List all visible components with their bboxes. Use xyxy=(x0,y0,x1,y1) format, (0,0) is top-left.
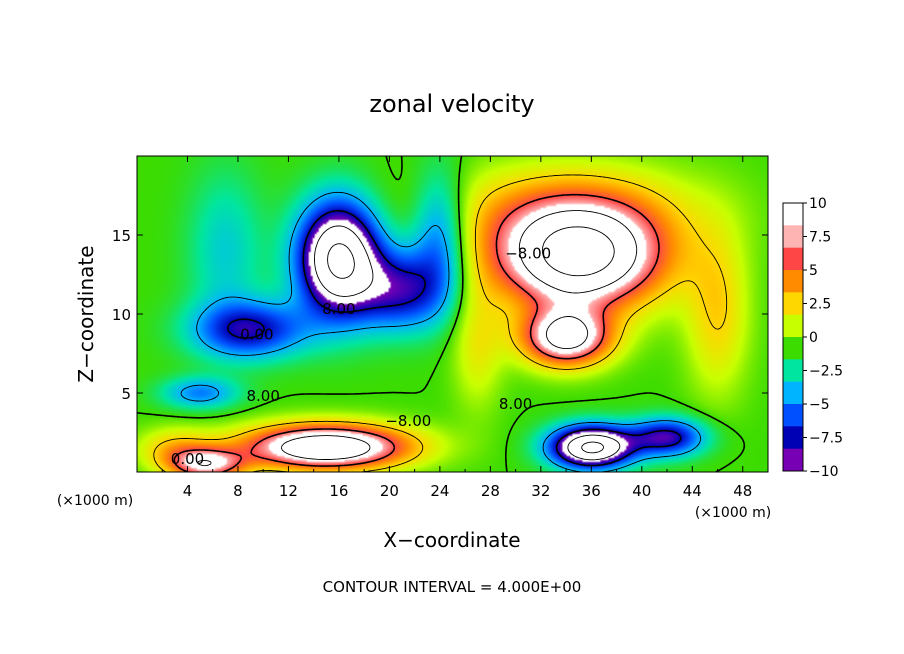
contour-level xyxy=(173,193,660,472)
colorbar-band xyxy=(783,359,803,383)
y-tick-label: 15 xyxy=(112,227,131,245)
contour-label: −8.00 xyxy=(385,412,431,430)
x-tick-label: 12 xyxy=(279,482,298,500)
colorbar-band xyxy=(783,426,803,450)
colorbar-band xyxy=(783,270,803,293)
x-tick-label: 40 xyxy=(632,482,651,500)
y-tick-label: 5 xyxy=(121,385,131,403)
contour-interval-note: CONTOUR INTERVAL = 4.000E+00 xyxy=(323,578,582,596)
contour-level xyxy=(541,226,615,277)
y-axis-label: Z−coordinate xyxy=(74,245,98,382)
contour-level xyxy=(197,210,638,467)
colorbar-band xyxy=(783,337,803,360)
x-tick-label: 16 xyxy=(329,482,348,500)
contour-label: 0.00 xyxy=(240,325,273,343)
x-tick-label: 44 xyxy=(683,482,702,500)
x-tick-label: 24 xyxy=(430,482,449,500)
colorbar-band xyxy=(783,448,803,472)
colorbar-tick-label: −10 xyxy=(809,464,839,480)
colorbar-band xyxy=(783,203,803,226)
x-tick-label: 4 xyxy=(183,482,193,500)
contour-label: −8.00 xyxy=(505,245,551,263)
x-tick-label: 32 xyxy=(531,482,550,500)
contour-level xyxy=(327,243,605,454)
heatmap-image xyxy=(137,156,768,472)
colorbar-band xyxy=(783,292,803,316)
chart-title: zonal velocity xyxy=(369,90,534,118)
contour-label: 8.00 xyxy=(499,395,532,413)
x-tick-label: 36 xyxy=(582,482,601,500)
x-units-label: (×1000 m) xyxy=(695,505,771,521)
colorbar-band xyxy=(783,247,803,271)
contour-level xyxy=(137,156,746,472)
x-axis: 4 8 12 16 20 24 28 32 36 40 44 48 xyxy=(161,156,752,500)
colorbar-band xyxy=(783,314,803,338)
x-tick-label: 8 xyxy=(233,482,243,500)
contour-level xyxy=(153,174,728,472)
contour-label: 8.00 xyxy=(246,387,279,405)
contour-level xyxy=(314,225,621,461)
x-tick-label: 20 xyxy=(380,482,399,500)
colorbar-tick-label: 2.5 xyxy=(809,297,831,313)
colorbar-tick-label: −5 xyxy=(809,397,830,413)
y-tick-label: 10 xyxy=(112,306,131,324)
colorbar-tick-label: 0 xyxy=(809,330,818,346)
contour-labels: 8.00 −8.00 0.00 8.00 0.00 8.00 −8.00 xyxy=(171,245,551,468)
contour-level xyxy=(180,191,702,472)
x-tick-label: 28 xyxy=(481,482,500,500)
colorbar-tick-label: −2.5 xyxy=(809,364,843,380)
x-axis-label: X−coordinate xyxy=(383,528,520,552)
y-axis: 5 10 15 xyxy=(112,227,768,403)
z-units-label: (×1000 m) xyxy=(57,493,133,509)
colorbar-tick-label: 7.5 xyxy=(809,230,831,246)
contour-lines xyxy=(137,156,746,472)
colorbar-band xyxy=(783,404,803,427)
colorbar-tick-label: −7.5 xyxy=(809,431,843,447)
colorbar-tick-label: 10 xyxy=(809,196,827,212)
colorbar: 10 7.5 5 2.5 0 −2.5 −5 −7.5 −10 xyxy=(782,196,843,480)
colorbar-band xyxy=(783,381,803,405)
x-tick-label: 48 xyxy=(733,482,752,500)
contour-level xyxy=(227,209,682,467)
colorbar-band xyxy=(783,225,803,249)
contour-label: 0.00 xyxy=(171,450,204,468)
colorbar-tick-label: 5 xyxy=(809,263,818,279)
contour-label: 8.00 xyxy=(322,300,355,318)
